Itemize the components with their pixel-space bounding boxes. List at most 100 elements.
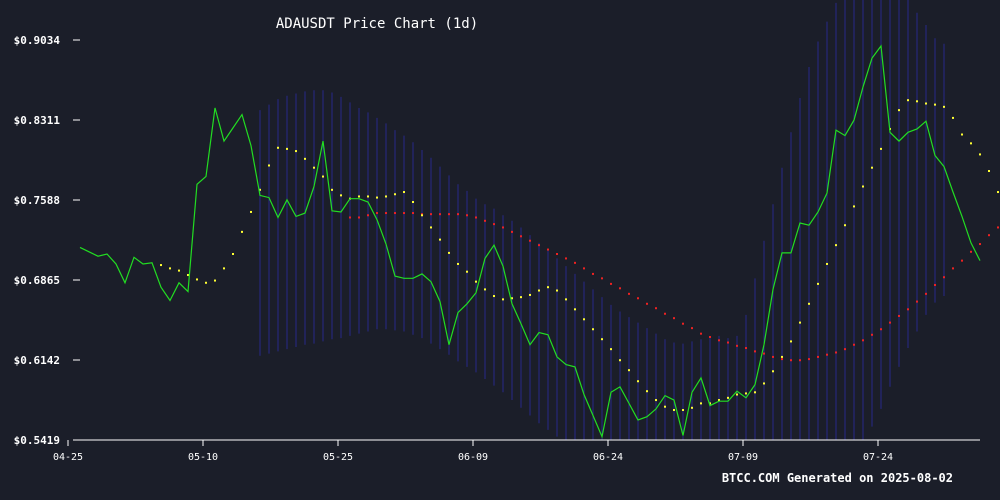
fast-ma-point xyxy=(160,264,162,267)
fast-ma-point xyxy=(781,355,783,358)
fast-ma-point xyxy=(610,348,612,351)
slow-ma-point xyxy=(394,212,396,215)
fast-ma-point xyxy=(205,281,207,284)
fast-ma-point xyxy=(943,105,945,108)
slow-ma-point xyxy=(358,216,360,219)
slow-ma-point xyxy=(889,321,891,324)
slow-ma-point xyxy=(970,250,972,253)
y-tick-label: $0.5419 xyxy=(14,434,60,447)
fast-ma-point xyxy=(295,150,297,153)
slow-ma-point xyxy=(646,302,648,305)
fast-ma-point xyxy=(790,340,792,343)
slow-ma-point xyxy=(844,348,846,351)
fast-ma-point xyxy=(277,146,279,149)
fast-ma-point xyxy=(700,402,702,405)
fast-ma-point xyxy=(313,166,315,169)
fast-ma-point xyxy=(322,175,324,178)
x-tick-label: 05-10 xyxy=(188,452,218,463)
slow-ma-point xyxy=(610,282,612,285)
fast-ma-point xyxy=(925,102,927,105)
slow-ma-point xyxy=(916,300,918,303)
fast-ma-point xyxy=(799,321,801,324)
x-tick-label: 06-09 xyxy=(458,452,488,463)
slow-ma-point xyxy=(898,314,900,317)
slow-ma-point xyxy=(601,277,603,280)
slow-ma-point xyxy=(736,344,738,347)
fast-ma-point xyxy=(358,195,360,198)
fast-ma-point xyxy=(682,409,684,412)
slow-ma-point xyxy=(466,214,468,217)
slow-ma-point xyxy=(403,212,405,215)
fast-ma-point xyxy=(565,298,567,301)
price-line xyxy=(79,44,981,439)
slow-ma-point xyxy=(655,307,657,310)
slow-ma-point xyxy=(511,230,513,233)
slow-ma-point xyxy=(529,239,531,242)
fast-ma-point xyxy=(826,262,828,265)
fast-ma-point xyxy=(385,195,387,198)
x-tick-label: 06-24 xyxy=(593,452,623,463)
slow-ma-point xyxy=(439,213,441,216)
slow-ma-point xyxy=(907,308,909,311)
fast-ma-point xyxy=(961,133,963,136)
fast-ma-point xyxy=(772,370,774,373)
slow-ma-point xyxy=(619,287,621,290)
y-tick-label: $0.6142 xyxy=(14,354,60,367)
fast-ma-point xyxy=(259,188,261,191)
slow-ma-point xyxy=(673,317,675,320)
fast-ma-point xyxy=(439,238,441,241)
slow-ma-point xyxy=(817,355,819,358)
fast-ma-point xyxy=(664,405,666,408)
fast-ma-point xyxy=(457,262,459,265)
fast-ma-point xyxy=(709,402,711,405)
fast-ma-point xyxy=(691,406,693,409)
fast-ma-point xyxy=(529,293,531,296)
fast-ma-point xyxy=(835,244,837,247)
y-tick-label: $0.8311 xyxy=(14,114,61,127)
slow-ma-point xyxy=(664,312,666,315)
slow-ma-point xyxy=(556,252,558,255)
slow-ma-point xyxy=(475,216,477,219)
fast-ma-point xyxy=(907,99,909,102)
x-tick-label: 04-25 xyxy=(53,452,83,463)
fast-ma-point xyxy=(412,200,414,203)
slow-ma-point xyxy=(799,359,801,362)
axes: $0.9034 $0.8311 $0.7588 $0.6865 $0.6142 $0.54… xyxy=(14,34,980,463)
fast-ma-point xyxy=(214,279,216,282)
chart-title: ADAUSDT Price Chart (1d) xyxy=(276,16,478,32)
fast-ma-point xyxy=(430,226,432,229)
fast-ma-point xyxy=(745,392,747,395)
slow-ma-point xyxy=(367,214,369,217)
slow-ma-point xyxy=(871,333,873,336)
fast-ma-point xyxy=(592,328,594,331)
fast-ma-point xyxy=(268,164,270,167)
slow-ma-point xyxy=(376,212,378,215)
fast-ma-point xyxy=(727,396,729,399)
fast-ma-point xyxy=(574,308,576,311)
slow-ma-point xyxy=(952,267,954,270)
x-tick-label: 07-09 xyxy=(728,452,758,463)
slow-ma-point xyxy=(709,335,711,338)
fast-ma-point xyxy=(601,338,603,341)
slow-ma-point xyxy=(484,219,486,222)
slow-ma-point xyxy=(781,358,783,361)
slow-ma-point xyxy=(457,213,459,216)
slow-ma-point xyxy=(637,297,639,300)
slow-ma-point xyxy=(574,261,576,264)
fast-ma-point xyxy=(520,296,522,299)
slow-ma-point xyxy=(691,327,693,330)
slow-ma-point xyxy=(835,351,837,354)
slow-ma-point xyxy=(385,212,387,215)
slow-ma-point xyxy=(727,341,729,344)
fast-ma-point xyxy=(376,196,378,199)
slow-ma-point xyxy=(880,328,882,331)
fast-ma-point xyxy=(556,289,558,292)
fast-ma-point xyxy=(619,359,621,362)
fast-ma-point xyxy=(817,282,819,285)
fast-ma-point xyxy=(808,302,810,305)
slow-moving-average-series xyxy=(349,212,999,362)
slow-ma-point xyxy=(925,292,927,295)
slow-ma-point xyxy=(754,350,756,353)
fast-ma-point xyxy=(493,295,495,298)
